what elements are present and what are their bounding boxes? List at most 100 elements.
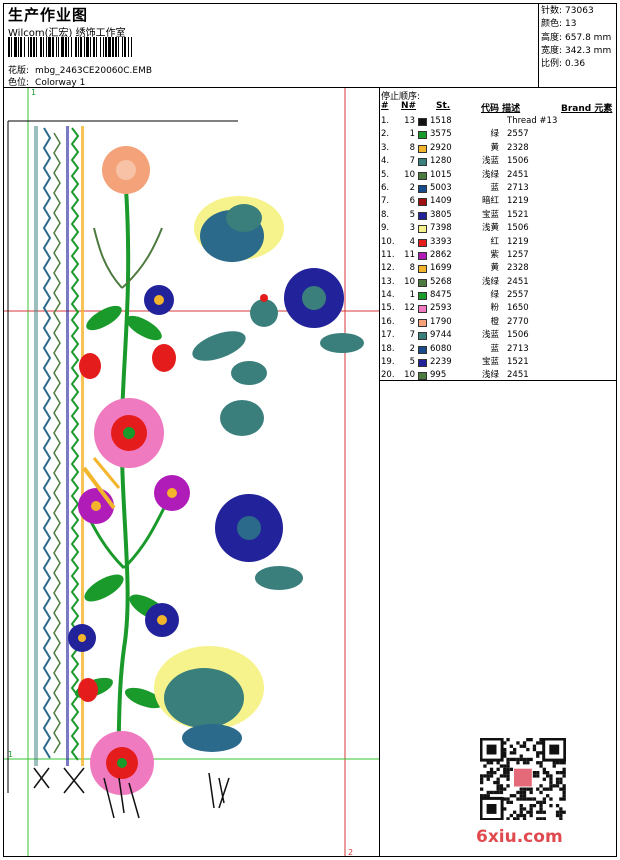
qr-module — [486, 771, 490, 775]
stop-sequence-row[interactable]: 10. 4 3393 红 1219 — [381, 236, 617, 249]
barcode-bar — [115, 37, 117, 57]
qr-module — [509, 744, 513, 748]
qr-module — [539, 800, 543, 804]
qr-module — [483, 794, 487, 798]
stop-sequence-row[interactable]: 3. 8 2920 黄 2328 — [381, 142, 617, 155]
color-swatch — [418, 225, 427, 234]
qr-module — [536, 754, 540, 758]
row-index: 5. — [381, 169, 390, 180]
stop-sequence-row[interactable]: 5. 10 1015 浅绿 2451 — [381, 169, 617, 182]
row-stitches: 2862 — [430, 249, 452, 260]
stop-sequence-row[interactable]: 15. 12 2593 粉 1650 — [381, 302, 617, 315]
row-code: 蓝 — [490, 182, 499, 193]
row-stitches: 8475 — [430, 290, 452, 301]
stop-sequence-row[interactable]: 11. 11 2862 紫 1257 — [381, 249, 617, 262]
stop-sequence-row[interactable]: 17. 7 9744 浅蓝 1506 — [381, 329, 617, 342]
qr-module — [542, 767, 546, 771]
row-index: 8. — [381, 209, 390, 220]
qr-module — [539, 810, 543, 814]
barcode-bar — [128, 37, 129, 57]
row-index: 11. — [381, 249, 395, 260]
row-needle: 1 — [409, 290, 415, 301]
qr-module — [513, 751, 517, 755]
qr-module — [539, 817, 543, 820]
barcode-bar — [46, 37, 47, 57]
page-title: 生产作业图 — [8, 6, 89, 24]
qr-module — [555, 780, 560, 785]
color-swatch — [418, 171, 427, 180]
qr-module — [496, 761, 500, 765]
barcode-bar — [96, 37, 97, 57]
barcode-bar — [84, 37, 85, 57]
qr-module — [503, 771, 507, 775]
qr-module — [532, 747, 537, 752]
qr-module — [559, 780, 563, 785]
embroidery-canvas[interactable]: 1 1 2 — [4, 88, 379, 856]
row-desc: 2770 — [507, 316, 529, 327]
stat-scale: 比例: 0.36 — [541, 58, 611, 71]
qr-module — [522, 787, 527, 791]
row-needle: 10 — [404, 370, 415, 381]
qr-module — [496, 777, 500, 781]
stop-sequence-row[interactable]: 13. 10 5268 浅绿 2451 — [381, 276, 617, 289]
color-swatch — [418, 118, 427, 126]
qr-module — [499, 790, 504, 795]
barcode-bar — [132, 37, 135, 57]
row-code: 浅绿 — [481, 370, 499, 381]
qr-module — [489, 771, 494, 775]
barcode-bar — [117, 37, 118, 57]
stop-sequence-row[interactable]: 14. 1 8475 绿 2557 — [381, 289, 617, 302]
stop-sequence-row[interactable]: 4. 7 1280 浅蓝 1506 — [381, 155, 617, 168]
row-stitches: 5268 — [430, 276, 452, 287]
row-needle: 5 — [409, 357, 415, 368]
qr-module — [526, 787, 530, 791]
qr-module — [483, 764, 487, 768]
qr-module — [516, 797, 520, 801]
row-stitches: 2239 — [430, 357, 452, 368]
barcode-bar — [85, 37, 86, 57]
barcode-bar — [24, 37, 25, 57]
qr-module — [555, 810, 560, 814]
qr-module — [532, 744, 537, 748]
qr-module — [513, 757, 517, 762]
qr-module — [559, 810, 563, 814]
stop-sequence-row[interactable]: 16. 9 1790 橙 2770 — [381, 316, 617, 329]
barcode-bar — [11, 37, 12, 57]
qr-module — [509, 813, 513, 818]
stop-sequence-row[interactable]: 19. 5 2239 宝蓝 1521 — [381, 356, 617, 369]
stop-sequence-row[interactable]: 18. 2 6080 蓝 2713 — [381, 343, 617, 356]
qr-module — [493, 771, 497, 775]
row-desc: 1219 — [507, 236, 529, 247]
stop-sequence-row[interactable]: 1. 13 1518 Thread #13 — [381, 115, 617, 128]
stop-sequence-row[interactable]: 12. 8 1699 黄 2328 — [381, 262, 617, 275]
barcode-bar — [17, 37, 18, 57]
qr-module — [559, 771, 563, 775]
qr-module — [519, 787, 523, 791]
stop-sequence-row[interactable]: 9. 3 7398 浅黄 1506 — [381, 222, 617, 235]
barcode-bar — [67, 37, 68, 57]
stop-sequence-row[interactable]: 8. 5 3805 宝蓝 1521 — [381, 209, 617, 222]
stop-sequence-row[interactable]: 7. 6 1409 暗红 1219 — [381, 195, 617, 208]
qr-module — [522, 813, 527, 818]
qr-module — [503, 787, 507, 791]
barcode-bar — [22, 37, 24, 57]
barcode-bar — [25, 37, 28, 57]
barcode-bar — [37, 37, 40, 57]
qr-module — [559, 777, 563, 781]
qr-module — [506, 784, 510, 788]
qr-module — [532, 771, 537, 775]
barcode-bar — [20, 37, 22, 57]
row-needle: 12 — [404, 303, 415, 314]
stop-sequence-rows: 1. 13 1518 Thread #13 2. 1 3575 绿 2557 3. 8 2920 黄 23… — [381, 115, 617, 383]
qr-module — [549, 804, 553, 808]
row-code: 粉 — [490, 303, 499, 314]
qr-module — [529, 790, 533, 795]
row-needle: 4 — [409, 236, 415, 247]
row-desc: 2451 — [507, 370, 529, 381]
barcode-bar — [48, 37, 51, 57]
stop-sequence-row[interactable]: 6. 2 5003 蓝 2713 — [381, 182, 617, 195]
qr-module — [499, 764, 504, 768]
qr-module — [519, 810, 523, 814]
stop-sequence-row[interactable]: 2. 1 3575 绿 2557 — [381, 128, 617, 141]
stop-sequence-row[interactable]: 20. 10 995 浅绿 2451 — [381, 369, 617, 382]
